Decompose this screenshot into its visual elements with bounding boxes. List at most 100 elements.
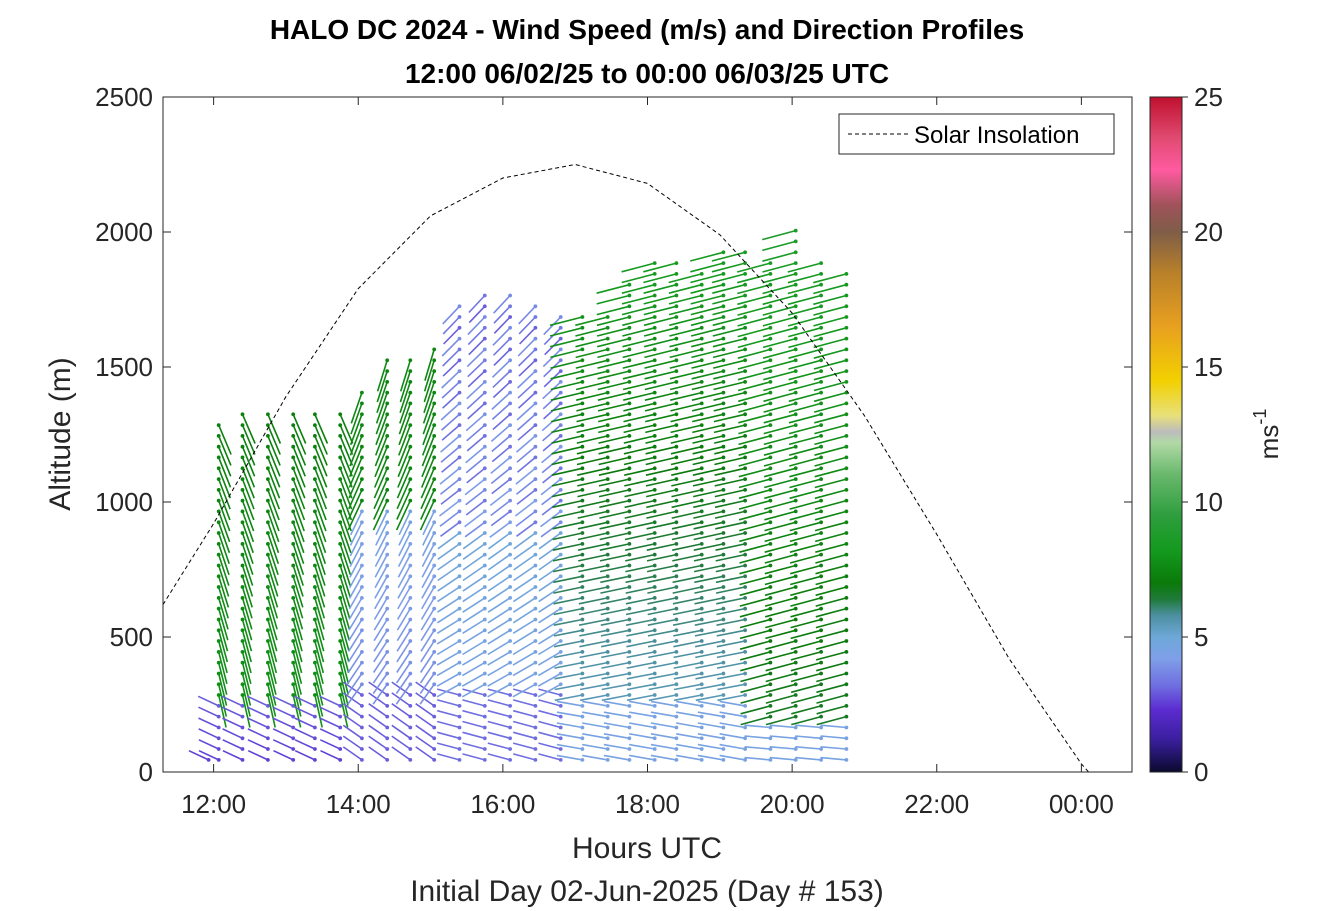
wind-barb-dot — [652, 596, 657, 600]
wind-barb — [396, 629, 411, 652]
wind-barb-dot — [605, 714, 610, 719]
wind-barb — [319, 739, 341, 750]
wind-barb-dot — [652, 542, 657, 546]
wind-barb-dot — [313, 498, 317, 503]
wind-barb-dot — [385, 520, 390, 525]
wind-barb-dot — [605, 542, 610, 546]
wind-barb — [292, 435, 307, 466]
wind-barb-dot — [508, 660, 512, 665]
wind-barb — [814, 478, 847, 489]
wind-barb-dot — [699, 434, 704, 438]
wind-barb-dot — [627, 617, 632, 622]
wind-barb — [600, 575, 630, 584]
wind-barb-dot — [674, 542, 679, 546]
wind-barb-dot — [408, 477, 413, 481]
wind-barb-dot — [699, 455, 704, 460]
wind-barb — [267, 630, 278, 663]
wind-barb — [764, 510, 796, 521]
wind-barb — [512, 586, 536, 603]
wind-barb-dot — [793, 488, 798, 492]
wind-barb — [647, 629, 677, 637]
wind-barb — [763, 370, 796, 381]
wind-barb — [241, 511, 255, 543]
wind-barb — [424, 349, 435, 381]
wind-barb — [713, 391, 746, 401]
wind-barb — [339, 532, 352, 564]
wind-barb-dot — [313, 725, 317, 730]
wind-barb — [739, 618, 771, 629]
wind-barb — [789, 478, 822, 489]
wind-barb — [491, 402, 511, 420]
wind-barb — [398, 511, 412, 536]
wind-barb-dot — [627, 682, 632, 687]
wind-barb-dot — [216, 758, 221, 762]
wind-barb — [314, 446, 328, 477]
wind-barb-dot — [768, 660, 773, 665]
wind-barb-dot — [743, 650, 747, 654]
wind-barb — [373, 478, 388, 510]
wind-barb — [294, 728, 316, 740]
wind-barb-dot — [699, 380, 704, 384]
wind-barb — [815, 564, 847, 575]
wind-barb — [626, 651, 655, 659]
wind-barb — [765, 640, 796, 650]
wind-barb-dot — [216, 714, 221, 719]
wind-barb — [339, 608, 350, 641]
wind-barb — [600, 586, 630, 594]
wind-barb-dot — [674, 315, 679, 319]
wind-barb-dot — [674, 423, 679, 427]
wind-barb-dot — [457, 455, 462, 460]
wind-barb-dot — [432, 682, 437, 687]
wind-barb-dot — [216, 596, 221, 600]
wind-barb — [490, 499, 511, 517]
wind-barb — [397, 543, 412, 567]
wind-barb — [815, 651, 847, 661]
wind-barb — [622, 337, 655, 348]
wind-barb — [241, 554, 254, 586]
wind-barb-dot — [385, 660, 390, 665]
wind-barb — [436, 618, 460, 634]
wind-barb — [467, 327, 486, 346]
wind-barb — [737, 327, 771, 338]
wind-barb — [489, 489, 511, 507]
wind-barb — [267, 662, 277, 695]
wind-barb-dot — [558, 747, 563, 751]
wind-barb-dot — [457, 660, 462, 665]
wind-barb-dot — [580, 336, 585, 341]
wind-barb-dot — [819, 747, 823, 751]
wind-barb — [419, 500, 435, 531]
wind-barb — [789, 510, 822, 521]
wind-barb-dot — [721, 325, 726, 330]
plot-area-frame — [162, 96, 1133, 773]
wind-barb-dot — [699, 714, 704, 719]
wind-barb-dot — [627, 563, 632, 568]
wind-barb-dot — [291, 617, 296, 622]
wind-barb-dot — [533, 552, 538, 557]
wind-barb — [267, 489, 280, 521]
wind-barb — [814, 467, 847, 478]
wind-barb — [437, 553, 460, 571]
wind-barb-dot — [793, 520, 798, 525]
wind-barb-dot — [508, 758, 512, 762]
wind-barb — [787, 305, 822, 316]
wind-barb-dot — [721, 509, 726, 514]
wind-barb — [441, 413, 461, 431]
wind-barb-dot — [580, 369, 585, 373]
wind-barb-dot — [385, 412, 390, 417]
wind-barb-dot — [768, 704, 773, 708]
wind-barb-dot — [699, 650, 704, 654]
wind-barb — [267, 694, 276, 728]
wind-barb-dot — [291, 444, 296, 449]
wind-barb — [671, 489, 702, 498]
wind-barb — [596, 305, 630, 316]
wind-barb-dot — [793, 455, 798, 460]
wind-barb — [644, 337, 677, 348]
wind-barb — [600, 607, 630, 616]
wind-barb-dot — [743, 466, 747, 471]
wind-barb-dot — [216, 455, 221, 460]
wind-barb — [669, 327, 702, 337]
wind-barb — [373, 629, 388, 652]
wind-barb-dot — [408, 606, 413, 611]
wind-barb-dot — [721, 585, 726, 589]
